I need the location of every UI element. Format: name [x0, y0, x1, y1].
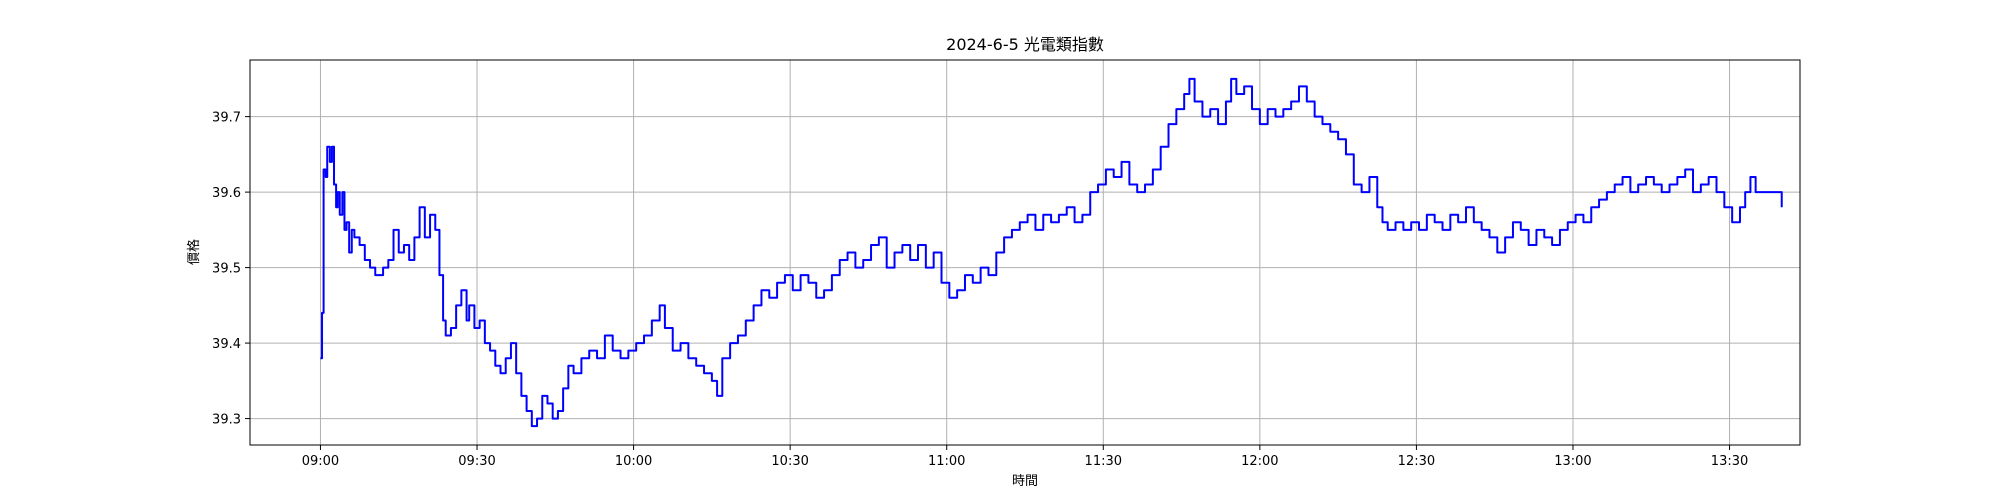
x-tick-label: 09:30	[458, 454, 495, 469]
x-tick-label: 10:00	[615, 454, 652, 469]
x-tick-label: 11:30	[1085, 454, 1122, 469]
x-tick-label: 11:00	[928, 454, 965, 469]
x-tick-label: 12:30	[1398, 454, 1435, 469]
y-tick-label: 39.6	[212, 186, 241, 201]
y-tick-label: 39.5	[212, 262, 241, 277]
x-tick-label: 09:00	[302, 454, 339, 469]
x-tick-label: 13:00	[1554, 454, 1591, 469]
x-tick-label: 13:30	[1711, 454, 1748, 469]
x-axis-label: 時間	[1012, 474, 1038, 489]
y-axis-label: 價格	[186, 239, 202, 265]
y-tick-label: 39.3	[212, 413, 241, 428]
y-axis: 39.3 39.4 39.5 39.6 39.7	[212, 111, 250, 428]
series-line	[320, 77, 1783, 428]
plot-area	[320, 77, 1783, 428]
x-tick-label: 12:00	[1241, 454, 1278, 469]
y-tick-label: 39.4	[212, 337, 241, 352]
x-tick-label: 10:30	[771, 454, 808, 469]
chart-title: 2024-6-5 光電類指數	[946, 35, 1104, 54]
x-axis: 09:00 09:30 10:00 10:30 11:00 11:30 12:00 12:30…	[302, 445, 1748, 469]
y-tick-label: 39.7	[212, 111, 241, 126]
plot-frame	[249, 59, 1801, 446]
grid-lines	[250, 60, 1800, 445]
